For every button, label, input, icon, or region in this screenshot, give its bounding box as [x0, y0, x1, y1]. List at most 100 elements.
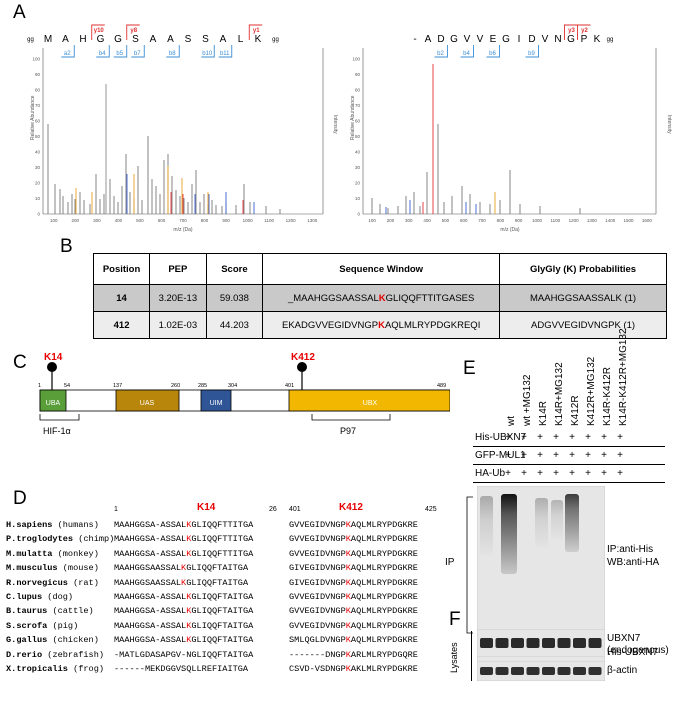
- residue: I: [518, 34, 521, 45]
- y-ion-label: y1: [253, 28, 260, 34]
- b-ion-label: b11: [220, 51, 230, 57]
- y-tick-label: 20: [35, 181, 41, 186]
- x-tick-label: 1400: [605, 218, 616, 223]
- blot-band: [557, 638, 571, 648]
- residue: D: [528, 34, 535, 45]
- x-tick-label: 500: [442, 218, 450, 223]
- y-ion-bracket: [91, 24, 105, 40]
- x-tick-label: 200: [72, 218, 80, 223]
- uas-domain: [115, 389, 180, 412]
- left-y-axis-label: Relative Abundance: [30, 95, 36, 140]
- align-end-425: 425: [425, 506, 437, 513]
- residue: S: [202, 34, 209, 45]
- x-tick-label: 800: [497, 218, 505, 223]
- tick-1: 1: [38, 383, 41, 389]
- b-ion-bracket: [434, 45, 448, 58]
- species-name: P.troglodytes (chimp): [6, 534, 115, 545]
- cell-score: 59.038: [205, 284, 264, 312]
- tick-401: 401: [285, 383, 294, 389]
- lane-label: wt +MG132: [522, 374, 533, 426]
- blot-band: [557, 667, 571, 675]
- his-blot-label: His-UBXN7: [607, 647, 659, 658]
- b-ion-label: a2: [64, 51, 71, 57]
- right-sequence: GVVEGIDVNGPKAQLMLRYPDGKRE: [289, 592, 418, 602]
- b-ion-bracket: [131, 45, 145, 58]
- x-tick-label: 600: [158, 218, 166, 223]
- treatment-mark: +: [601, 468, 607, 479]
- uim-domain: [200, 389, 232, 412]
- p97-label: P97: [340, 426, 356, 436]
- b-ion-bracket: [218, 45, 233, 58]
- x-tick-label: 1200: [286, 218, 297, 223]
- y-tick-label: 60: [355, 119, 361, 124]
- b-ion-bracket: [460, 45, 474, 58]
- lane-label: K14R: [538, 400, 549, 426]
- b-ion-bracket: [166, 45, 180, 58]
- y-ion-bracket: [564, 24, 578, 40]
- right-sequence: GVVEGIDVNGPKAQLMLRYPDGKRE: [289, 620, 418, 631]
- x-tick-label: 1100: [264, 218, 274, 223]
- blot-band: [588, 667, 602, 675]
- x-tick-label: 1300: [587, 218, 598, 223]
- blot-band: [542, 638, 555, 648]
- cell-score: 44.203: [205, 311, 264, 339]
- residue: -: [413, 34, 416, 45]
- x-tick-label: 700: [179, 218, 187, 223]
- x-tick-label: 300: [93, 218, 101, 223]
- y-tick-label: 20: [355, 181, 361, 186]
- residue: A: [425, 34, 432, 45]
- left-sequence: MAAHGGSA-ASSALKGLIQQFTAITGA: [114, 606, 254, 617]
- residue: A: [150, 34, 157, 45]
- left-sequence: ------MEKDGGVSQLLREFIAITGA: [114, 664, 249, 674]
- right-sequence: GIVEGIDVNGPKAQLMLRYPDGKRE: [289, 577, 418, 588]
- panel-label-b: B: [60, 236, 73, 257]
- right-y-axis-label: Relative Abundance: [350, 95, 356, 140]
- table-header-row: Position PEP Score Sequence Window GlyGl…: [92, 253, 667, 285]
- treatment-mark: +: [521, 450, 527, 461]
- table-row: 14 3.20E-13 59.038 _MAAHGGSAASSALKGLIQQF…: [92, 284, 667, 312]
- header-score: Score: [205, 253, 264, 285]
- uba-label: UBA: [46, 400, 61, 407]
- lysates-label: Lysates: [449, 642, 459, 673]
- y-tick-label: 0: [357, 212, 360, 217]
- residue: P: [581, 34, 588, 45]
- tick-285: 285: [198, 383, 207, 389]
- b-ion-bracket: [113, 45, 128, 58]
- treatment-mark: +: [569, 432, 575, 443]
- ip-blot-image: [477, 486, 605, 638]
- blot-band: [511, 638, 524, 648]
- treatment-mark: +: [617, 468, 623, 479]
- actin-blot: [477, 661, 605, 681]
- endogenous-label: (endogenous): [607, 645, 669, 656]
- y-tick-label: 40: [355, 150, 361, 155]
- treatment-mark: +: [553, 432, 559, 443]
- right-x-axis-label: m/z (Da): [500, 227, 520, 233]
- residue: V: [464, 34, 471, 45]
- align-end-26: 26: [269, 506, 277, 513]
- left-sequence: MAAHGGSAASSALKGLIQQFTAITGA: [114, 577, 249, 588]
- residue: H: [79, 34, 86, 45]
- x-tick-label: 1100: [550, 218, 560, 223]
- right-spectrum-peaks: [371, 64, 581, 214]
- y-tick-label: 10: [35, 196, 41, 201]
- y-tick-label: 50: [355, 134, 361, 139]
- y-tick-label: 30: [355, 165, 361, 170]
- x-tick-label: 700: [478, 218, 486, 223]
- y-tick-label: 70: [355, 103, 361, 108]
- lane-label: wt: [506, 416, 517, 426]
- x-tick-label: 1300: [307, 218, 318, 223]
- residue: A: [167, 34, 174, 45]
- cell-probability: ADGVVEGIDVNGPK (1): [499, 311, 667, 339]
- b-ion-bracket: [201, 45, 215, 58]
- residue: N: [554, 34, 561, 45]
- x-tick-label: 800: [201, 218, 209, 223]
- x-tick-label: 1200: [569, 218, 580, 223]
- cell-sequence-window: _MAAHGGSAASSALKGLIQQFTTITGASES: [262, 284, 501, 312]
- y-ion-label: y10: [94, 28, 105, 34]
- treatment-mark: +: [585, 468, 591, 479]
- blot-band: [573, 667, 586, 675]
- species-name: H.sapiens (humans): [6, 520, 99, 530]
- y-tick-label: 50: [35, 134, 41, 139]
- blot-band: [495, 638, 509, 648]
- row-label-gfp: GFP-MUL1: [475, 450, 526, 461]
